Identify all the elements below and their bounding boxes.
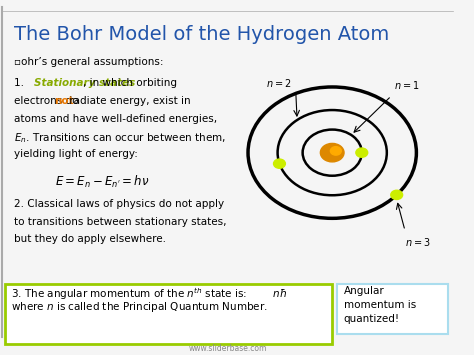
Text: where $n$ is called the Principal Quantum Number.: where $n$ is called the Principal Quantu… bbox=[11, 300, 268, 314]
Circle shape bbox=[356, 148, 368, 157]
Text: The Bohr Model of the Hydrogen Atom: The Bohr Model of the Hydrogen Atom bbox=[14, 25, 389, 44]
Circle shape bbox=[320, 143, 344, 162]
Text: 1.: 1. bbox=[14, 78, 27, 88]
Circle shape bbox=[273, 159, 285, 168]
Text: not: not bbox=[54, 96, 73, 106]
Text: 2. Classical laws of physics do not apply: 2. Classical laws of physics do not appl… bbox=[14, 199, 224, 209]
Text: www.sliderbase.com: www.sliderbase.com bbox=[188, 344, 267, 353]
Text: but they do apply elsewhere.: but they do apply elsewhere. bbox=[14, 234, 165, 244]
FancyBboxPatch shape bbox=[337, 284, 448, 334]
Text: radiate energy, exist in: radiate energy, exist in bbox=[66, 96, 191, 106]
Text: yielding light of energy:: yielding light of energy: bbox=[14, 149, 137, 159]
Text: electrons do: electrons do bbox=[14, 96, 82, 106]
Text: $n = 1$: $n = 1$ bbox=[393, 78, 419, 91]
Text: Stationary states: Stationary states bbox=[34, 78, 136, 88]
Text: to transitions between stationary states,: to transitions between stationary states… bbox=[14, 217, 226, 226]
Text: $n = 2$: $n = 2$ bbox=[266, 77, 291, 89]
Text: ▫ohr’s general assumptions:: ▫ohr’s general assumptions: bbox=[14, 57, 163, 67]
Text: 3. The angular momentum of the $n^{th}$ state is:        $n\hbar$: 3. The angular momentum of the $n^{th}$ … bbox=[11, 286, 288, 302]
Text: Angular
momentum is
quantized!: Angular momentum is quantized! bbox=[344, 286, 416, 324]
Text: $E_n$. Transitions can occur between them,: $E_n$. Transitions can occur between the… bbox=[14, 131, 226, 145]
Text: $E = E_n - E_{n'} = h\nu$: $E = E_n - E_{n'} = h\nu$ bbox=[55, 174, 149, 190]
Circle shape bbox=[391, 190, 402, 200]
Text: atoms and have well-defined energies,: atoms and have well-defined energies, bbox=[14, 114, 217, 124]
FancyBboxPatch shape bbox=[5, 284, 332, 344]
Circle shape bbox=[330, 147, 341, 155]
Text: , in which orbiting: , in which orbiting bbox=[83, 78, 177, 88]
Text: $n = 3$: $n = 3$ bbox=[405, 236, 430, 248]
